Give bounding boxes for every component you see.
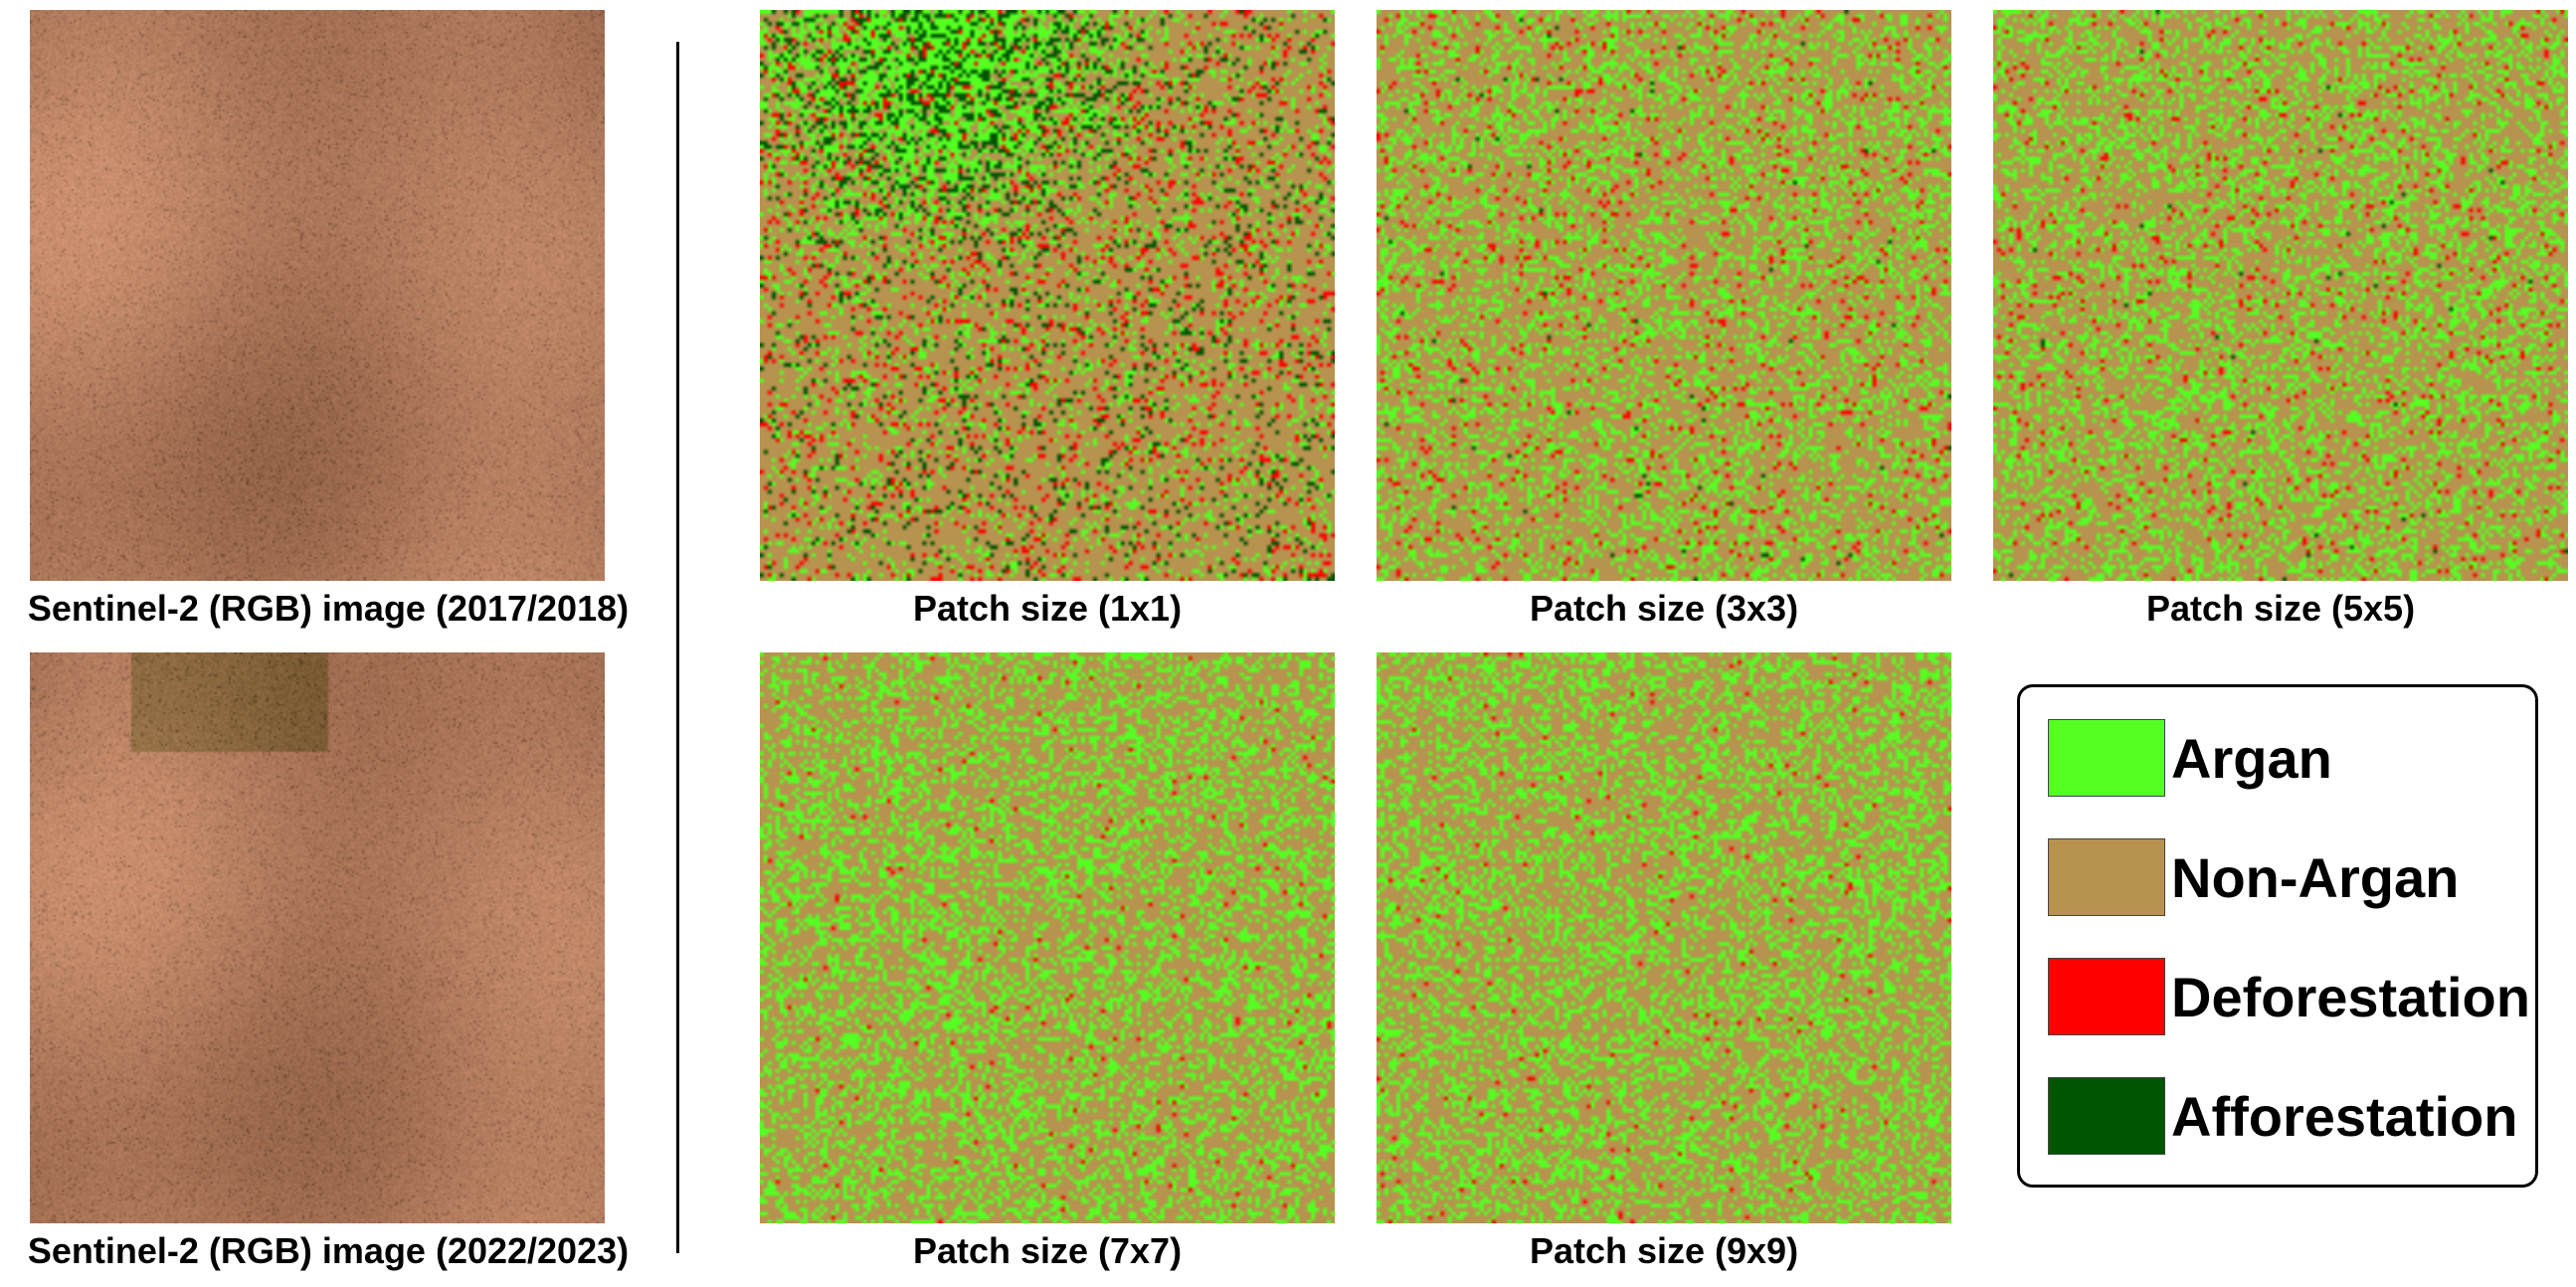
patch-map-1x1 (760, 10, 1335, 581)
legend-label-non-argan: Non-Argan (2171, 846, 2460, 909)
patch-map-3x3 (1377, 10, 1951, 581)
patch-map-5x5 (1993, 10, 2568, 581)
sentinel-rgb-image-2017 (30, 10, 605, 581)
legend-item-non-argan: Non-Argan (2048, 838, 2525, 918)
caption-rgb-2022: Sentinel-2 (RGB) image (2022/2023) (27, 1230, 630, 1271)
legend-swatch-non-argan (2048, 838, 2165, 916)
legend-item-deforestation: Deforestation (2048, 958, 2530, 1037)
sentinel-rgb-image-2022 (30, 652, 605, 1223)
legend-swatch-deforestation (2048, 958, 2165, 1035)
legend-item-argan: Argan (2048, 719, 2525, 799)
legend-label-afforestation: Afforestation (2171, 1085, 2518, 1148)
vertical-divider (676, 42, 679, 1253)
legend-label-argan: Argan (2171, 727, 2332, 790)
legend-box: Argan Non-Argan Deforestation Afforestat… (2017, 684, 2538, 1188)
legend-label-deforestation: Deforestation (2171, 966, 2530, 1028)
caption-patch-9x9: Patch size (9x9) (1529, 1230, 1799, 1271)
caption-rgb-2017: Sentinel-2 (RGB) image (2017/2018) (27, 588, 630, 629)
caption-patch-7x7: Patch size (7x7) (912, 1230, 1183, 1271)
legend-swatch-argan (2048, 719, 2165, 797)
caption-patch-3x3: Patch size (3x3) (1529, 588, 1799, 629)
caption-patch-1x1: Patch size (1x1) (912, 588, 1183, 629)
legend-swatch-afforestation (2048, 1077, 2165, 1155)
patch-map-9x9 (1377, 652, 1951, 1223)
patch-map-7x7 (760, 652, 1335, 1223)
legend-item-afforestation: Afforestation (2048, 1077, 2525, 1157)
caption-patch-5x5: Patch size (5x5) (2145, 588, 2416, 629)
